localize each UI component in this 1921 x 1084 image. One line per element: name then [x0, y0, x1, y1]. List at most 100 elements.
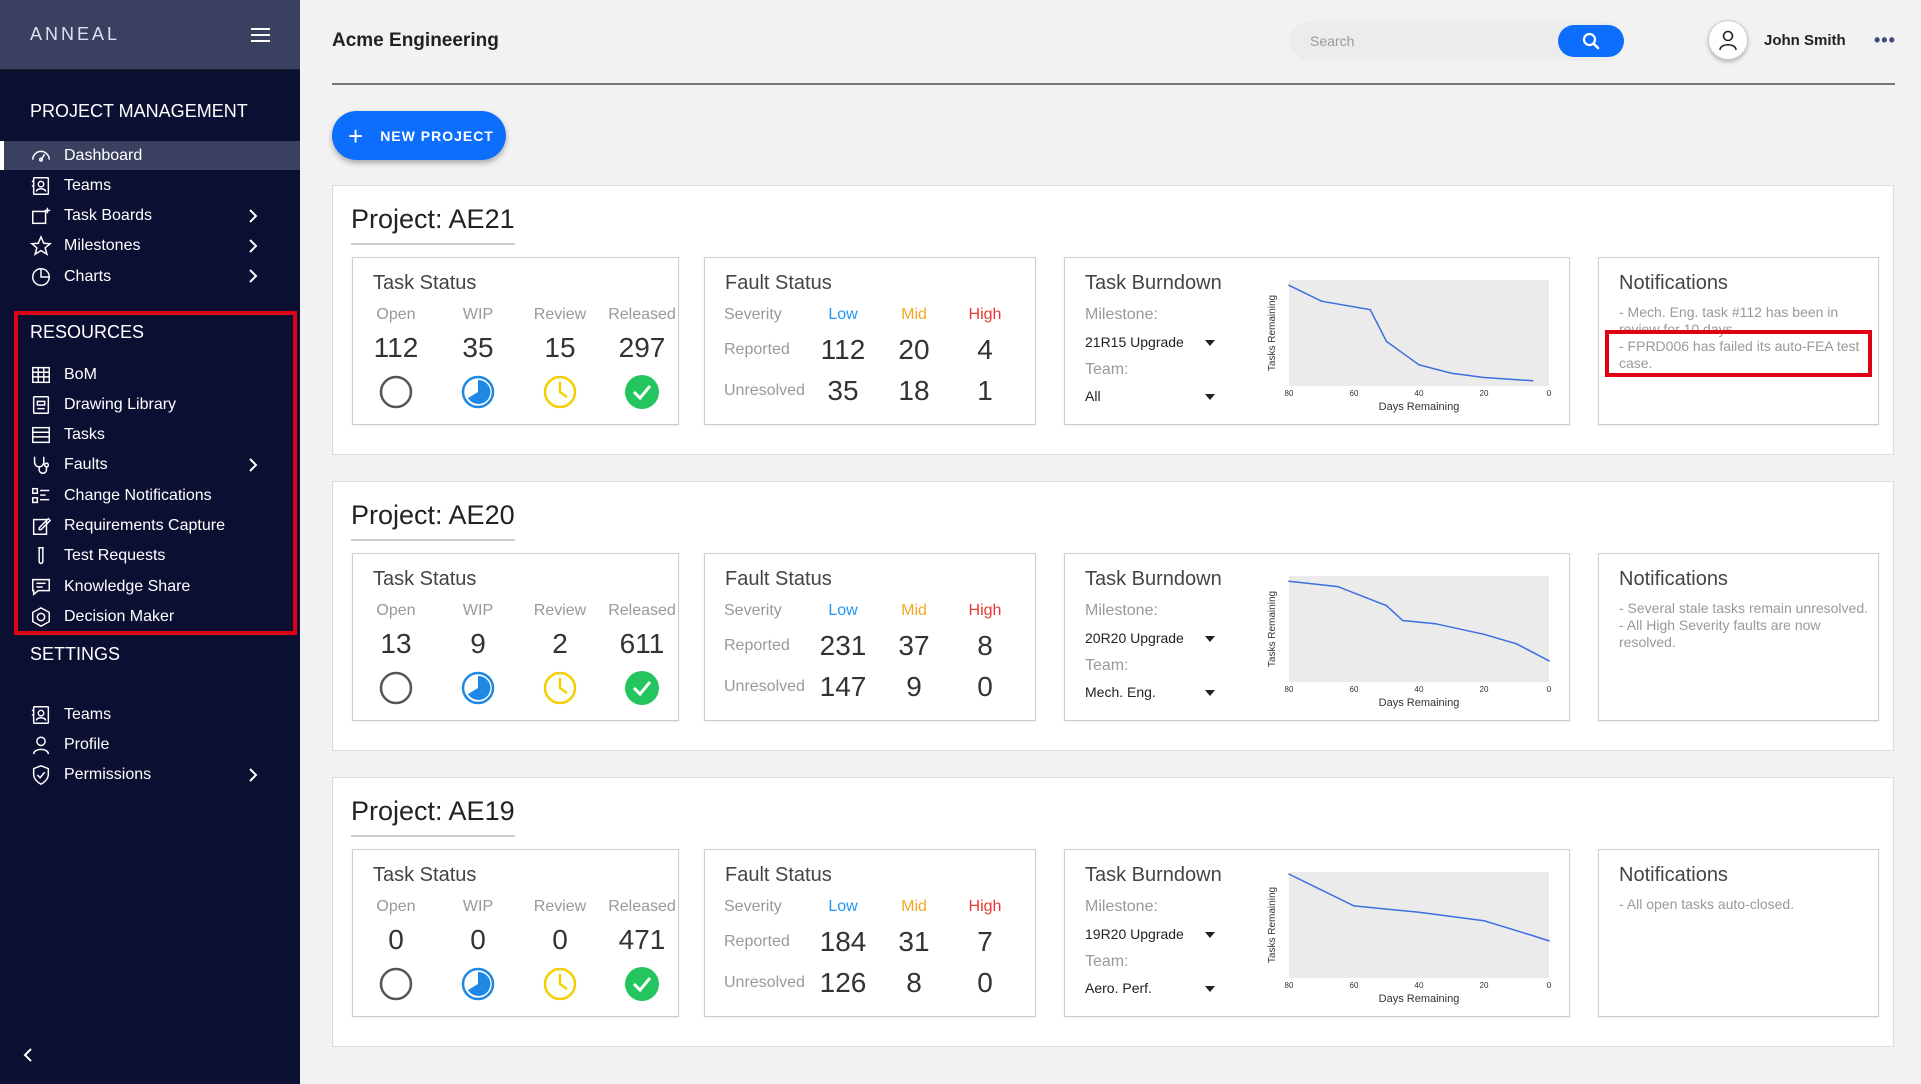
unresolved-high[interactable]: 0 [977, 671, 993, 702]
task-status-open[interactable]: Open 13 [356, 602, 436, 706]
task-status-released[interactable]: Released 297 [602, 306, 682, 410]
sidebar-item-task-boards[interactable]: Task Boards [0, 202, 300, 231]
sidebar-item-drawing-library[interactable]: Drawing Library [0, 390, 300, 419]
unresolved-low[interactable]: 126 [819, 967, 867, 998]
milestone-dropdown[interactable]: 21R15 Upgrade [1085, 334, 1215, 350]
severity-low: Low [828, 602, 858, 619]
sidebar-item-teams[interactable]: Teams [0, 171, 300, 200]
task-status-wip[interactable]: WIP 9 [438, 602, 518, 706]
unresolved-high[interactable]: 1 [977, 375, 993, 406]
sidebar-item-label: Requirements Capture [64, 517, 225, 534]
team-dropdown[interactable]: Aero. Perf. [1085, 980, 1215, 996]
check-circle-icon [625, 375, 659, 409]
task-status-released[interactable]: Released 471 [602, 898, 682, 1002]
task-status-review[interactable]: Review 15 [520, 306, 600, 410]
sidebar-item-bom[interactable]: BoM [0, 360, 300, 389]
burndown-line [1288, 873, 1550, 942]
search-button[interactable] [1558, 25, 1624, 57]
notification-item[interactable]: - All High Severity faults are now resol… [1619, 617, 1821, 650]
search-input[interactable] [1310, 30, 1530, 52]
resources-highlight-box [14, 311, 297, 635]
reported-mid[interactable]: 37 [898, 630, 930, 661]
sidebar-item-permissions[interactable]: Permissions [0, 761, 300, 790]
reported-high[interactable]: 4 [977, 334, 993, 365]
card-title: Fault Status [725, 864, 832, 886]
task-status-count: 0 [470, 924, 486, 955]
task-status-wip[interactable]: WIP 0 [438, 898, 518, 1002]
team-dropdown[interactable]: Mech. Eng. [1085, 684, 1215, 700]
sidebar-item-knowledge-share[interactable]: Knowledge Share [0, 572, 300, 601]
section-project-management: PROJECT MANAGEMENT [30, 101, 248, 121]
team-dropdown[interactable]: All [1085, 388, 1215, 404]
task-status-open[interactable]: Open 0 [356, 898, 436, 1002]
task-status-label: WIP [462, 306, 494, 323]
avatar[interactable] [1708, 20, 1748, 60]
caret-down-icon [1205, 690, 1215, 696]
task-status-count: 297 [618, 332, 666, 363]
sidebar-item-profile[interactable]: Profile [0, 730, 300, 759]
unresolved-low[interactable]: 147 [819, 671, 867, 702]
sidebar-item-tasks[interactable]: Tasks [0, 421, 300, 450]
decision-icon [30, 606, 52, 628]
milestone-value: 19R20 Upgrade [1085, 926, 1184, 942]
reported-mid[interactable]: 20 [898, 334, 930, 365]
task-status-review[interactable]: Review 0 [520, 898, 600, 1002]
username[interactable]: John Smith [1764, 32, 1846, 49]
milestone-dropdown[interactable]: 20R20 Upgrade [1085, 630, 1215, 646]
sidebar-item-change-notifications[interactable]: Change Notifications [0, 481, 300, 510]
reported-mid[interactable]: 31 [898, 926, 930, 957]
notification-item[interactable]: - Several stale tasks remain unresolved. [1619, 600, 1868, 616]
team-label: Team: [1085, 361, 1129, 378]
sidebar-item-test-requests[interactable]: Test Requests [0, 542, 300, 571]
unresolved-high[interactable]: 0 [977, 967, 993, 998]
sidebar-item-milestones[interactable]: Milestones [0, 232, 300, 261]
card-title: Notifications [1619, 864, 1728, 886]
sidebar-item-charts[interactable]: Charts [0, 262, 300, 291]
unresolved-mid[interactable]: 9 [906, 671, 922, 702]
project-title[interactable]: Project: AE20 [351, 500, 515, 541]
new-project-button[interactable]: + NEW PROJECT [332, 111, 506, 160]
reported-low[interactable]: 184 [819, 926, 867, 957]
y-axis-label: Tasks Remaining [1267, 295, 1278, 371]
header-divider [332, 83, 1895, 85]
notification-item[interactable]: - FPRD006 has failed its auto-FEA test c… [1619, 338, 1860, 371]
unresolved-mid[interactable]: 18 [898, 375, 930, 406]
burndown-point [1353, 905, 1355, 907]
collapse-sidebar-icon[interactable] [22, 1047, 34, 1063]
more-options-icon[interactable]: ••• [1874, 30, 1896, 50]
task-status-review[interactable]: Review 2 [520, 602, 600, 706]
reported-label: Reported [724, 637, 790, 654]
reported-high[interactable]: 8 [977, 630, 993, 661]
caret-down-icon [1205, 932, 1215, 938]
task-status-released[interactable]: Released 611 [602, 602, 682, 706]
notification-item[interactable]: - All open tasks auto-closed. [1619, 896, 1795, 912]
sidebar-item-requirements-capture[interactable]: Requirements Capture [0, 512, 300, 541]
unresolved-mid[interactable]: 8 [906, 967, 922, 998]
caret-down-icon [1205, 340, 1215, 346]
hamburger-menu-icon[interactable] [251, 27, 270, 42]
open-circle-icon [379, 671, 413, 705]
board-icon [30, 205, 52, 227]
sidebar-item-label: Faults [64, 456, 108, 474]
sidebar-item-decision-maker[interactable]: Decision Maker [0, 602, 300, 631]
reported-high[interactable]: 7 [977, 926, 993, 957]
project-title[interactable]: Project: AE21 [351, 204, 515, 245]
x-tick-label: 80 [1285, 389, 1294, 398]
sidebar-item-dashboard[interactable]: Dashboard [0, 141, 300, 170]
task-status-open[interactable]: Open 112 [356, 306, 436, 410]
sidebar-item-faults[interactable]: Faults [0, 451, 300, 480]
sidebar-item-teams[interactable]: Teams [0, 700, 300, 729]
user-icon [30, 734, 52, 756]
burndown-point [1450, 372, 1453, 375]
burndown-point [1369, 308, 1372, 311]
task-status-count: 0 [388, 924, 404, 955]
unresolved-low[interactable]: 35 [827, 375, 859, 406]
reported-low[interactable]: 231 [819, 630, 867, 661]
reported-low[interactable]: 112 [820, 334, 866, 365]
task-status-label: Review [533, 306, 587, 323]
section-resources: RESOURCES [30, 322, 145, 342]
plot-area [1289, 872, 1549, 978]
milestone-dropdown[interactable]: 19R20 Upgrade [1085, 926, 1215, 942]
project-title[interactable]: Project: AE19 [351, 796, 515, 837]
task-status-wip[interactable]: WIP 35 [438, 306, 518, 410]
